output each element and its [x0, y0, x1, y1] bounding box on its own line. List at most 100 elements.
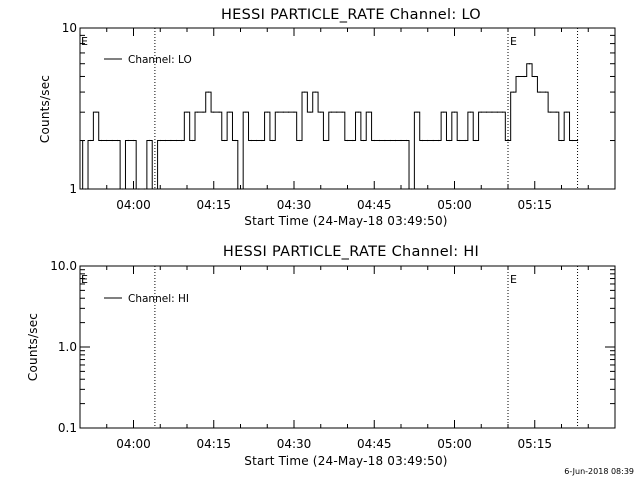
x-tick-label: 05:15	[517, 437, 552, 451]
data-point	[336, 111, 338, 113]
data-point	[571, 139, 573, 142]
y-tick-label: 10	[62, 21, 77, 35]
data-point	[453, 111, 456, 113]
y-tick-label: 1	[69, 182, 77, 196]
y-axis-hi: 0.1 1.0 10.0	[50, 259, 615, 435]
data-point	[362, 139, 365, 142]
data-point	[261, 139, 263, 142]
event-marker: E	[510, 35, 517, 48]
panel-channel-hi: HESSI PARTICLE_RATE Channel: HI 04:00 04:…	[26, 244, 616, 468]
data-point	[491, 111, 493, 113]
plot-frame-lo	[79, 27, 616, 190]
data-point	[127, 139, 129, 142]
data-point	[100, 139, 102, 142]
event-marker: E	[81, 273, 88, 286]
data-point	[255, 139, 258, 142]
data-point	[116, 139, 119, 142]
data-point	[544, 91, 547, 93]
y-tick-label: 1.0	[58, 340, 77, 354]
x-axis-hi: 04:00 04:15 04:30 04:45 05:00 05:15	[79, 266, 616, 451]
data-point	[464, 139, 466, 142]
data-point	[560, 139, 563, 142]
data-point	[550, 111, 552, 113]
data-point	[346, 139, 349, 142]
data-point	[288, 111, 290, 113]
data-point	[154, 188, 156, 190]
event-lines-hi	[154, 266, 579, 428]
legend-entry-hi: Channel: HI	[128, 293, 189, 305]
legend-entry-lo: Channel: LO	[128, 54, 192, 66]
data-point	[277, 111, 279, 113]
data-point	[320, 111, 322, 113]
x-tick-label: 04:30	[277, 437, 312, 451]
data-point	[106, 139, 108, 142]
data-point	[272, 139, 274, 142]
data-point	[502, 111, 504, 113]
data-point	[202, 111, 204, 113]
data-point	[518, 75, 520, 78]
data-point	[459, 139, 461, 142]
data-point	[469, 111, 472, 113]
data-point	[138, 188, 140, 190]
data-point	[304, 91, 306, 93]
data-point	[132, 139, 135, 142]
data-point	[229, 111, 231, 113]
data-point	[534, 75, 536, 78]
data-point	[379, 139, 381, 142]
event-lines-lo	[154, 28, 579, 189]
data-point	[234, 139, 236, 142]
data-point	[416, 111, 418, 113]
data-point	[443, 111, 445, 113]
data-point	[395, 139, 397, 142]
data-point	[207, 91, 209, 93]
data-point	[411, 188, 413, 190]
data-point	[266, 111, 268, 113]
data-point	[566, 111, 568, 113]
data-point	[523, 75, 525, 78]
data-point	[314, 91, 316, 93]
data-point	[389, 139, 391, 142]
data-point	[486, 111, 488, 113]
data-point	[512, 91, 514, 93]
data-point	[437, 139, 440, 142]
data-point	[325, 139, 327, 142]
x-tick-label: 05:00	[437, 437, 472, 451]
data-point	[223, 139, 226, 142]
data-point	[352, 139, 354, 142]
plot-frame-hi	[79, 265, 616, 429]
data-point	[555, 111, 557, 113]
data-point	[245, 111, 247, 113]
data-point	[368, 111, 370, 113]
data-point	[539, 91, 541, 93]
data-point	[218, 111, 220, 113]
data-point	[400, 139, 402, 142]
x-axis-title-lo: Start Time (24-May-18 03:49:50)	[244, 214, 447, 228]
x-tick-label: 04:15	[196, 198, 231, 212]
data-point	[448, 139, 450, 142]
event-marker: E	[510, 273, 517, 286]
x-tick-label: 04:45	[357, 198, 392, 212]
data-point	[90, 139, 92, 142]
series-line	[80, 63, 578, 190]
data-point	[186, 111, 188, 113]
data-point	[122, 188, 124, 190]
event-marker: E	[81, 35, 88, 48]
data-point	[421, 139, 423, 142]
data-point	[181, 139, 183, 142]
data-point	[373, 139, 375, 142]
data-point	[84, 188, 86, 190]
data-point	[191, 139, 193, 142]
data-point	[148, 139, 151, 142]
series-lo	[79, 63, 579, 190]
data-point	[165, 139, 167, 142]
x-axis-lo: 04:00 04:15 04:30 04:45 05:00 05:15	[79, 28, 616, 212]
chart-title-lo: HESSI PARTICLE_RATE Channel: LO	[221, 7, 481, 23]
data-point	[405, 139, 407, 142]
y-axis-lo: 1 10	[62, 21, 615, 196]
data-point	[341, 111, 343, 113]
data-point	[175, 139, 177, 142]
data-point	[197, 111, 199, 113]
data-point	[475, 139, 477, 142]
y-tick-label: 0.1	[58, 421, 77, 435]
